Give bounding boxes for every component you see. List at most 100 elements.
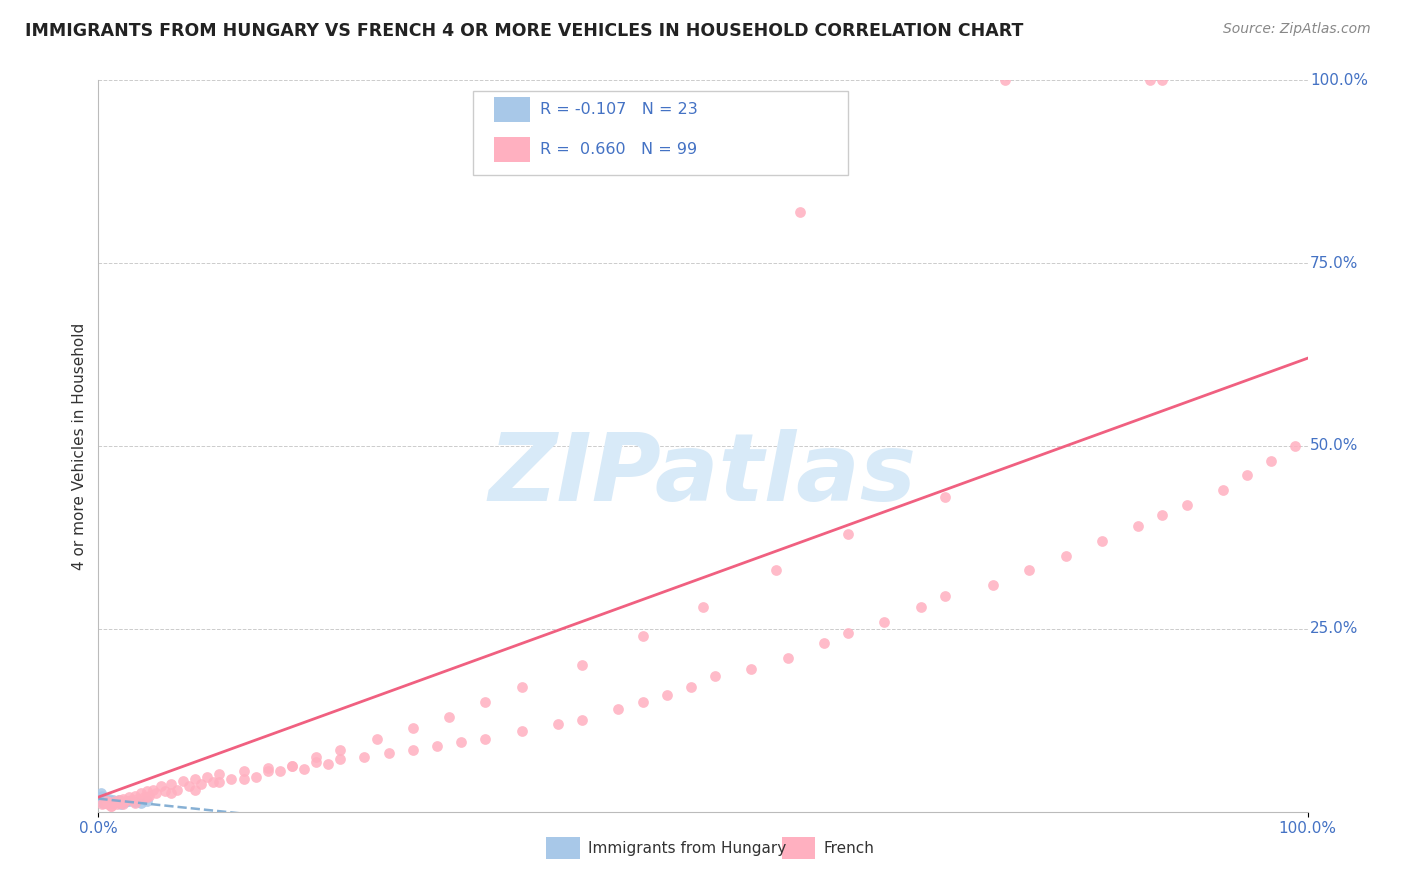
Point: [329, 742, 352, 756]
Point: [256, 764, 278, 779]
Point: [316, 757, 339, 772]
Point: [111, 791, 134, 805]
Y-axis label: 4 or more Vehicles in Household: 4 or more Vehicles in Household: [72, 322, 87, 570]
Point: [232, 772, 254, 786]
Point: [172, 774, 194, 789]
Bar: [494, 97, 530, 122]
Point: [934, 589, 956, 603]
Point: [105, 797, 128, 812]
Point: [426, 739, 449, 753]
Point: [91, 797, 114, 812]
Point: [160, 777, 183, 791]
Point: [142, 782, 165, 797]
Point: [1212, 483, 1234, 497]
Point: [789, 205, 811, 219]
Point: [776, 651, 799, 665]
Point: [631, 629, 654, 643]
Point: [1152, 508, 1174, 523]
Point: [120, 793, 142, 807]
Point: [129, 787, 152, 801]
Point: [166, 782, 188, 797]
Point: [377, 746, 399, 760]
Point: [114, 795, 136, 809]
Point: [101, 793, 124, 807]
Text: 100.0%: 100.0%: [1310, 73, 1368, 87]
Point: [96, 793, 118, 807]
Point: [281, 759, 304, 773]
Point: [740, 662, 762, 676]
Point: [145, 787, 167, 801]
Point: [114, 795, 136, 809]
Point: [91, 789, 114, 803]
Point: [184, 782, 207, 797]
Point: [98, 792, 121, 806]
Bar: [782, 838, 815, 859]
Point: [353, 749, 375, 764]
Point: [679, 681, 702, 695]
Point: [269, 764, 291, 779]
Point: [607, 702, 630, 716]
Point: [281, 759, 304, 773]
Point: [208, 766, 231, 780]
Point: [129, 796, 152, 810]
Point: [105, 795, 128, 809]
Point: [90, 791, 112, 805]
Point: [111, 797, 134, 812]
Text: IMMIGRANTS FROM HUNGARY VS FRENCH 4 OR MORE VEHICLES IN HOUSEHOLD CORRELATION CH: IMMIGRANTS FROM HUNGARY VS FRENCH 4 OR M…: [25, 22, 1024, 40]
Point: [329, 752, 352, 766]
Point: [127, 791, 149, 805]
Point: [837, 625, 859, 640]
Point: [153, 784, 176, 798]
Point: [510, 724, 533, 739]
Point: [474, 695, 496, 709]
Point: [97, 795, 120, 809]
Point: [571, 714, 593, 728]
Point: [104, 794, 127, 808]
Point: [631, 695, 654, 709]
Point: [110, 797, 132, 811]
Point: [108, 793, 131, 807]
Text: 25.0%: 25.0%: [1310, 622, 1358, 636]
Point: [90, 787, 112, 801]
Point: [1284, 439, 1306, 453]
Point: [232, 764, 254, 779]
Point: [135, 790, 157, 805]
Point: [437, 709, 460, 723]
Point: [195, 770, 218, 784]
Point: [160, 787, 183, 801]
Point: [245, 770, 267, 784]
Point: [135, 795, 157, 809]
Point: [366, 731, 388, 746]
Text: French: French: [824, 841, 875, 855]
Point: [547, 717, 569, 731]
Point: [1091, 534, 1114, 549]
Point: [813, 636, 835, 650]
Point: [124, 796, 146, 810]
FancyBboxPatch shape: [474, 91, 848, 176]
Point: [1236, 468, 1258, 483]
Text: Immigrants from Hungary: Immigrants from Hungary: [588, 841, 786, 855]
Point: [256, 761, 278, 775]
Point: [118, 790, 141, 805]
Point: [1128, 519, 1150, 533]
Point: [510, 681, 533, 695]
Text: Source: ZipAtlas.com: Source: ZipAtlas.com: [1223, 22, 1371, 37]
Point: [910, 599, 932, 614]
Point: [118, 794, 141, 808]
Point: [994, 73, 1017, 87]
Point: [305, 755, 328, 769]
Text: 75.0%: 75.0%: [1310, 256, 1358, 270]
Point: [135, 784, 157, 798]
Text: R = -0.107   N = 23: R = -0.107 N = 23: [540, 103, 697, 118]
Point: [184, 772, 207, 786]
Point: [765, 563, 787, 577]
Point: [124, 789, 146, 803]
Point: [98, 795, 121, 809]
Point: [655, 688, 678, 702]
Point: [402, 721, 425, 735]
Point: [94, 795, 117, 809]
Point: [1152, 73, 1174, 87]
Point: [934, 490, 956, 504]
Point: [190, 777, 212, 791]
Point: [100, 798, 122, 813]
